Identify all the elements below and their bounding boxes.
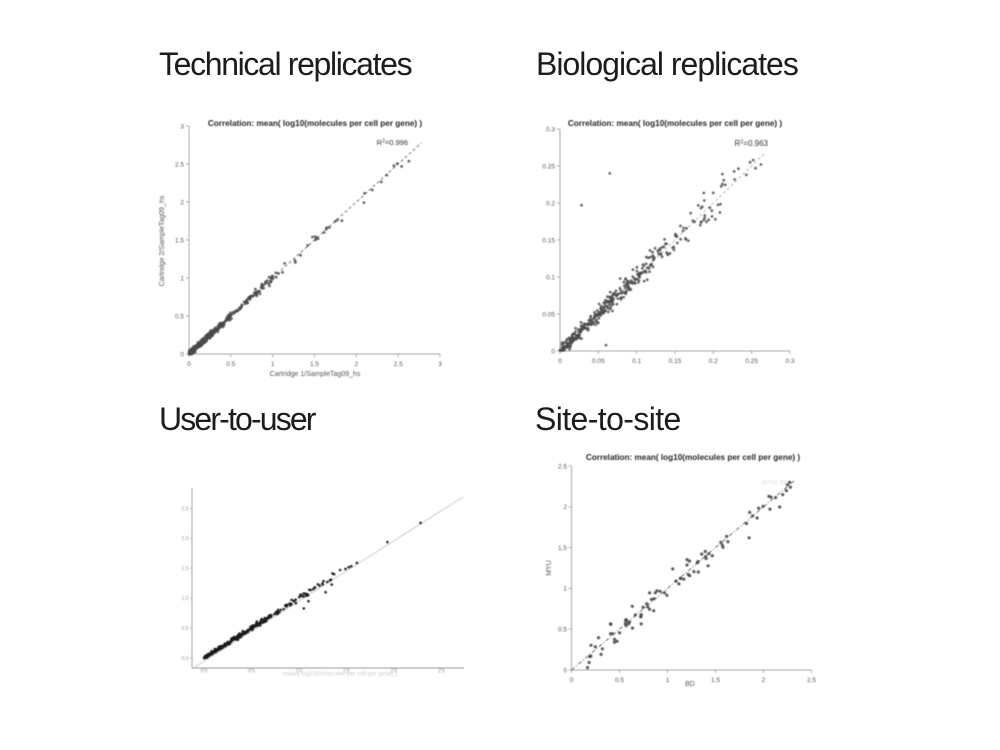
svg-text:0.5: 0.5 [558, 627, 567, 634]
svg-text:1.5: 1.5 [343, 669, 350, 675]
svg-text:2.5: 2.5 [394, 361, 403, 368]
svg-text:R2=0.963: R2=0.963 [735, 139, 769, 148]
svg-text:Correlation: mean( log10(molec: Correlation: mean( log10(molecules per c… [586, 453, 801, 462]
svg-text:Correlation: mean( log10(molec: Correlation: mean( log10(molecules per c… [208, 119, 423, 128]
svg-text:0.1: 0.1 [546, 274, 555, 281]
svg-text:0: 0 [570, 677, 574, 684]
svg-text:1: 1 [180, 275, 184, 282]
svg-text:2: 2 [762, 677, 766, 684]
svg-text:1: 1 [563, 586, 567, 593]
svg-text:2.0: 2.0 [391, 669, 398, 675]
svg-text:0: 0 [180, 351, 184, 358]
svg-text:0.15: 0.15 [669, 358, 682, 365]
svg-text:R2=0.98: R2=0.98 [762, 479, 787, 487]
svg-text:2.5: 2.5 [175, 161, 184, 168]
svg-text:2: 2 [180, 199, 184, 206]
svg-text:1: 1 [271, 361, 275, 368]
svg-text:0.25: 0.25 [745, 358, 758, 365]
svg-text:0.05: 0.05 [542, 311, 555, 318]
svg-text:0.3: 0.3 [546, 126, 555, 133]
svg-text:2.0: 2.0 [182, 536, 189, 542]
svg-text:0.5: 0.5 [615, 677, 624, 684]
svg-text:Correlation: mean( log10(molec: Correlation: mean( log10(molecules per c… [568, 119, 783, 128]
svg-text:0.2: 0.2 [709, 358, 718, 365]
svg-text:mean( log10(molecules per cell: mean( log10(molecules per cell per gene)… [283, 672, 397, 678]
svg-text:2.5: 2.5 [807, 677, 816, 684]
svg-text:Cartridge 1/SampleTag09_hs: Cartridge 1/SampleTag09_hs [270, 371, 361, 378]
svg-text:3: 3 [180, 123, 184, 130]
svg-text:0.25: 0.25 [542, 163, 555, 170]
svg-text:R2=0.996: R2=0.996 [377, 138, 408, 147]
svg-text:0.05: 0.05 [592, 358, 605, 365]
svg-text:1.0: 1.0 [182, 596, 189, 602]
svg-text:1.5: 1.5 [310, 361, 319, 368]
svg-text:0: 0 [551, 348, 555, 355]
svg-text:2.5: 2.5 [558, 463, 567, 470]
svg-text:3: 3 [438, 361, 442, 368]
svg-text:0.5: 0.5 [226, 361, 235, 368]
svg-text:0.3: 0.3 [785, 358, 794, 365]
svg-text:1.0: 1.0 [296, 669, 303, 675]
svg-text:2.5: 2.5 [438, 669, 445, 675]
svg-text:0.0: 0.0 [182, 656, 189, 662]
svg-text:0: 0 [187, 361, 191, 368]
svg-text:0: 0 [558, 358, 562, 365]
svg-text:1.5: 1.5 [711, 677, 720, 684]
svg-text:0.2: 0.2 [546, 200, 555, 207]
svg-text:BD: BD [685, 681, 695, 688]
svg-text:2: 2 [563, 504, 567, 511]
svg-text:0.0: 0.0 [201, 669, 208, 675]
svg-text:1: 1 [666, 677, 670, 684]
svg-text:0.5: 0.5 [175, 313, 184, 320]
svg-text:1.5: 1.5 [558, 545, 567, 552]
svg-text:Cartridge 2/SampleTag09_hs: Cartridge 2/SampleTag09_hs [159, 195, 166, 286]
svg-text:0.5: 0.5 [182, 626, 189, 632]
svg-text:2.5: 2.5 [182, 506, 189, 512]
svg-text:2: 2 [354, 361, 358, 368]
svg-text:0.5: 0.5 [248, 669, 255, 675]
svg-text:0.15: 0.15 [542, 237, 555, 244]
svg-text:1.5: 1.5 [175, 237, 184, 244]
svg-text:1.5: 1.5 [182, 566, 189, 572]
svg-text:0: 0 [563, 667, 567, 674]
svg-text:0.1: 0.1 [632, 358, 641, 365]
svg-text:MYU: MYU [546, 560, 553, 576]
